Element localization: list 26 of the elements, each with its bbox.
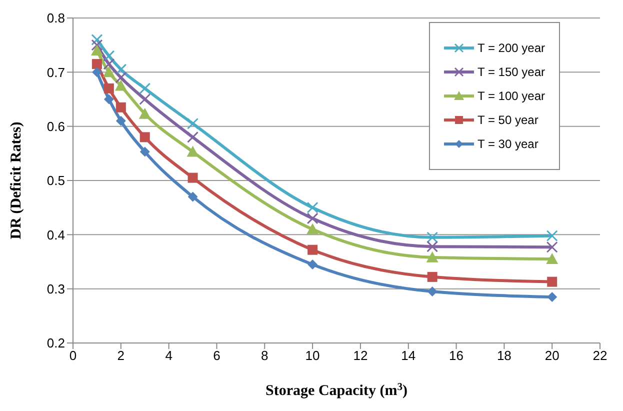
x-axis-title: Storage Capacity (m$^{3}$) xyxy=(266,382,408,399)
x-tick-label: 14 xyxy=(401,348,416,364)
x-tick-label: 8 xyxy=(261,348,268,364)
y-tick-label: 0.3 xyxy=(46,281,65,296)
x-tick-label: 6 xyxy=(213,348,220,364)
legend-label: T = 50 year xyxy=(478,113,538,127)
x-tick-label: 20 xyxy=(544,348,560,364)
legend-label: T = 200 year xyxy=(478,41,545,55)
x-tick-label: 22 xyxy=(592,348,608,364)
legend-label: T = 100 year xyxy=(478,89,545,103)
legend-label: T = 30 year xyxy=(478,137,538,151)
x-tick-label: 10 xyxy=(305,348,320,364)
y-tick-label: 0.7 xyxy=(46,64,65,80)
x-tick-label: 2 xyxy=(117,348,125,364)
y-axis-title: DR (Deficit Rates) xyxy=(8,122,24,240)
x-tick-label: 16 xyxy=(449,348,464,364)
x-tick-label: 4 xyxy=(165,348,172,364)
x-tick-label: 0 xyxy=(69,348,77,364)
y-tick-label: 0.6 xyxy=(46,118,65,134)
y-tick-label: 0.8 xyxy=(46,10,65,26)
x-tick-label: 12 xyxy=(353,348,368,364)
y-tick-label: 0.4 xyxy=(46,227,65,242)
x-tick-label: 18 xyxy=(496,348,512,364)
y-tick-label: 0.2 xyxy=(46,336,65,351)
legend-label: T = 150 year xyxy=(478,65,545,79)
y-tick-label: 0.5 xyxy=(46,173,65,188)
